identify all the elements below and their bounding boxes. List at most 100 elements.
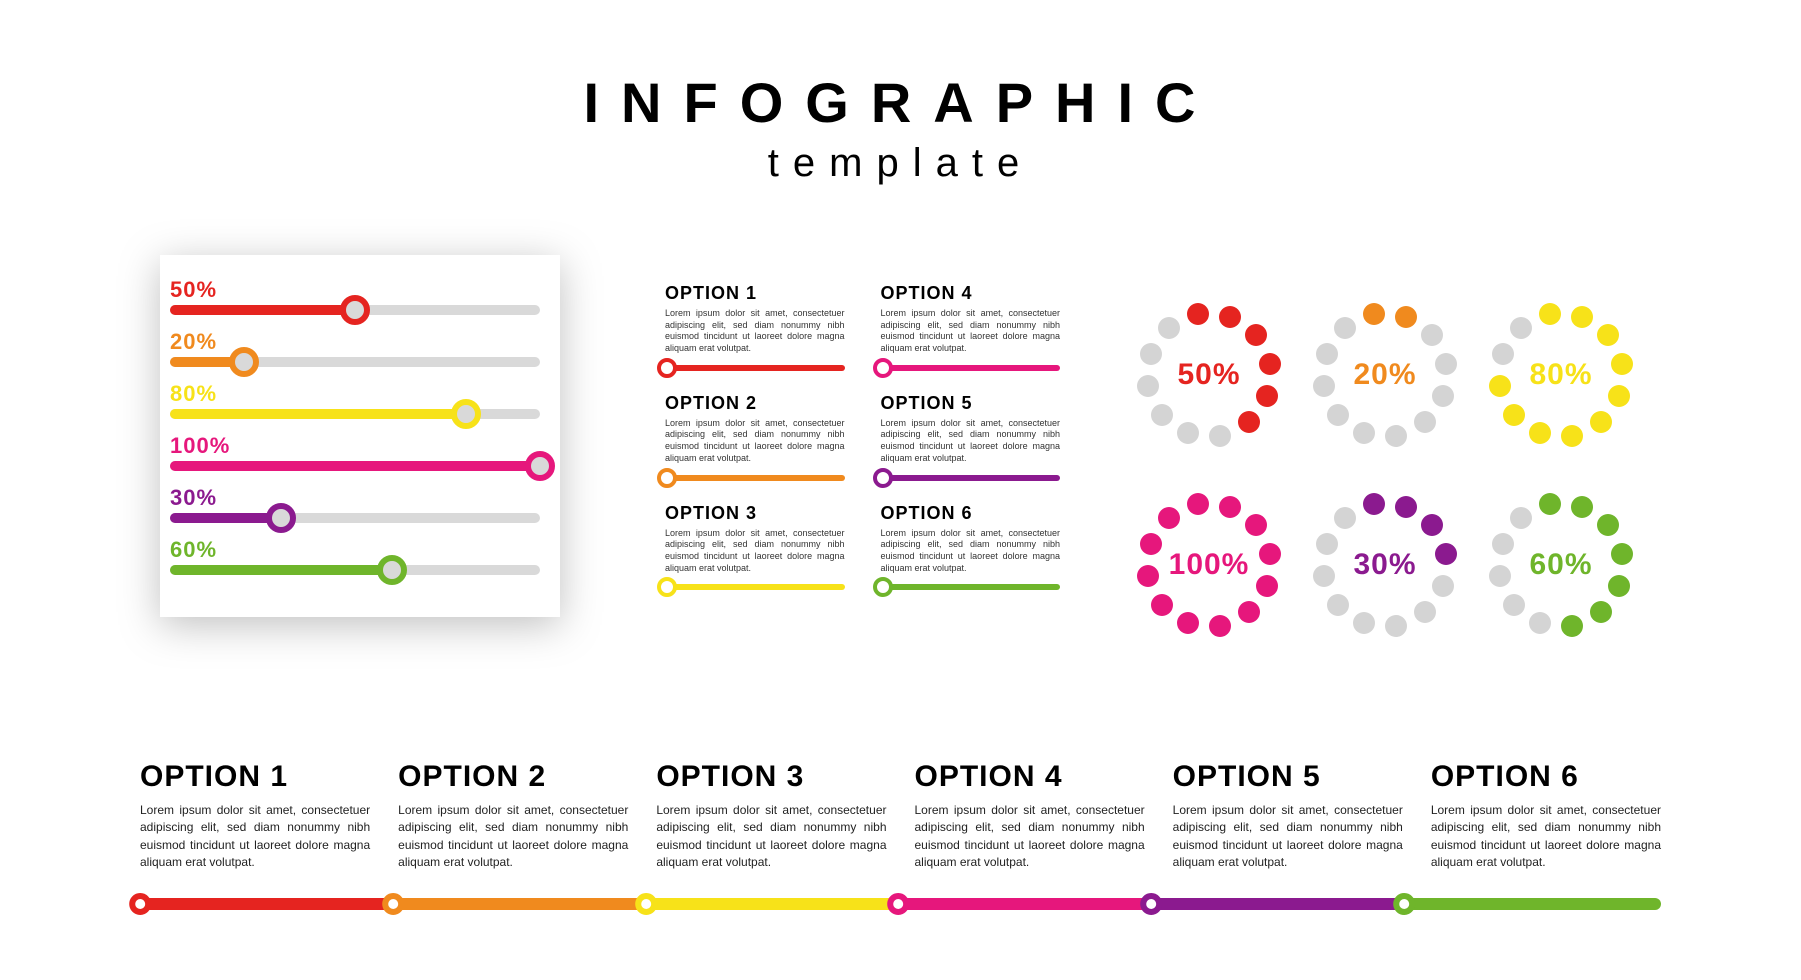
option-underline — [665, 584, 845, 590]
option-underline — [881, 584, 1061, 590]
slider-row: 100% — [170, 433, 540, 471]
ring-dot — [1395, 306, 1417, 328]
header-subtitle: template — [0, 141, 1801, 186]
ring-dot — [1219, 496, 1241, 518]
slider-knob — [377, 555, 407, 585]
timeline-segment — [1151, 898, 1408, 910]
slider-track — [170, 513, 540, 523]
ring-dot — [1256, 385, 1278, 407]
slider-label: 20% — [170, 329, 540, 355]
ring-center-label: 20% — [1353, 358, 1416, 392]
ring-dot — [1158, 317, 1180, 339]
ring-dot — [1421, 324, 1443, 346]
ring-dot — [1492, 343, 1514, 365]
slider-row: 50% — [170, 277, 540, 315]
dot-ring: 60% — [1486, 490, 1636, 640]
dot-ring: 50% — [1134, 300, 1284, 450]
ring-dot — [1539, 303, 1561, 325]
option-block: OPTION 5Lorem ipsum dolor sit amet, cons… — [881, 393, 1061, 481]
ring-center-label: 80% — [1529, 358, 1592, 392]
ring-dot — [1435, 353, 1457, 375]
ring-dot — [1432, 575, 1454, 597]
ring-dot — [1177, 422, 1199, 444]
timeline-knob — [129, 893, 151, 915]
ring-dot — [1503, 594, 1525, 616]
slider-fill — [170, 409, 466, 419]
ring-dot — [1137, 565, 1159, 587]
ring-dot — [1353, 612, 1375, 634]
timeline-column-body: Lorem ipsum dolor sit amet, consectetuer… — [656, 802, 886, 872]
ring-dot — [1363, 303, 1385, 325]
option-underline — [881, 365, 1061, 371]
timeline-column-body: Lorem ipsum dolor sit amet, consectetuer… — [398, 802, 628, 872]
ring-dot — [1245, 324, 1267, 346]
option-title: OPTION 3 — [665, 503, 845, 524]
slider-label: 80% — [170, 381, 540, 407]
ring-dot — [1611, 353, 1633, 375]
option-block: OPTION 3Lorem ipsum dolor sit amet, cons… — [665, 503, 845, 591]
timeline-column-title: OPTION 5 — [1173, 760, 1403, 794]
slider-track — [170, 305, 540, 315]
header-title: INFOGRAPHIC — [0, 70, 1801, 135]
ring-dot — [1140, 343, 1162, 365]
timeline-column-body: Lorem ipsum dolor sit amet, consectetuer… — [915, 802, 1145, 872]
ring-dot — [1590, 411, 1612, 433]
slider-knob — [229, 347, 259, 377]
ring-dot — [1597, 514, 1619, 536]
ring-dot — [1561, 425, 1583, 447]
timeline-bar — [140, 898, 1661, 912]
ring-dot — [1353, 422, 1375, 444]
ring-dot — [1313, 565, 1335, 587]
option-body: Lorem ipsum dolor sit amet, consectetuer… — [881, 308, 1061, 355]
slider-track — [170, 565, 540, 575]
ring-dot — [1327, 594, 1349, 616]
ring-dot — [1151, 594, 1173, 616]
timeline-segment — [646, 898, 903, 910]
dot-ring: 20% — [1310, 300, 1460, 450]
ring-dot — [1313, 375, 1335, 397]
slider-label: 60% — [170, 537, 540, 563]
timeline-column: OPTION 2Lorem ipsum dolor sit amet, cons… — [398, 760, 628, 872]
ring-dot — [1529, 422, 1551, 444]
ring-dot — [1608, 385, 1630, 407]
option-title: OPTION 2 — [665, 393, 845, 414]
timeline-knob — [1393, 893, 1415, 915]
ring-dot — [1489, 375, 1511, 397]
ring-dot — [1363, 493, 1385, 515]
slider-row: 80% — [170, 381, 540, 419]
option-body: Lorem ipsum dolor sit amet, consectetuer… — [881, 528, 1061, 575]
slider-knob — [525, 451, 555, 481]
ring-center-label: 30% — [1353, 548, 1416, 582]
slider-track — [170, 357, 540, 367]
slider-label: 100% — [170, 433, 540, 459]
timeline-column: OPTION 3Lorem ipsum dolor sit amet, cons… — [656, 760, 886, 872]
ring-dot — [1316, 533, 1338, 555]
bottom-timeline-panel: OPTION 1Lorem ipsum dolor sit amet, cons… — [140, 760, 1661, 912]
timeline-segment — [393, 898, 650, 910]
ring-dot — [1245, 514, 1267, 536]
option-block: OPTION 6 Lorem ipsum dolor sit amet, cons… — [881, 503, 1061, 591]
slider-fill — [170, 305, 355, 315]
slider-knob — [266, 503, 296, 533]
ring-dot — [1187, 493, 1209, 515]
slider-label: 30% — [170, 485, 540, 511]
ring-dot — [1238, 411, 1260, 433]
option-title: OPTION 6 — [881, 503, 1061, 524]
ring-dot — [1385, 615, 1407, 637]
ring-dot — [1432, 385, 1454, 407]
slider-fill — [170, 461, 540, 471]
timeline-column: OPTION 6Lorem ipsum dolor sit amet, cons… — [1431, 760, 1661, 872]
ring-dot — [1327, 404, 1349, 426]
option-blocks-panel: OPTION 1Lorem ipsum dolor sit amet, cons… — [665, 283, 1060, 590]
ring-dot — [1414, 411, 1436, 433]
ring-dot — [1316, 343, 1338, 365]
slider-knob — [451, 399, 481, 429]
dot-ring: 80% — [1486, 300, 1636, 450]
ring-dot — [1209, 615, 1231, 637]
ring-dot — [1395, 496, 1417, 518]
dot-ring: 30% — [1310, 490, 1460, 640]
option-underline — [665, 475, 845, 481]
slider-track — [170, 461, 540, 471]
timeline-knob — [1141, 893, 1163, 915]
timeline-column: OPTION 1Lorem ipsum dolor sit amet, cons… — [140, 760, 370, 872]
